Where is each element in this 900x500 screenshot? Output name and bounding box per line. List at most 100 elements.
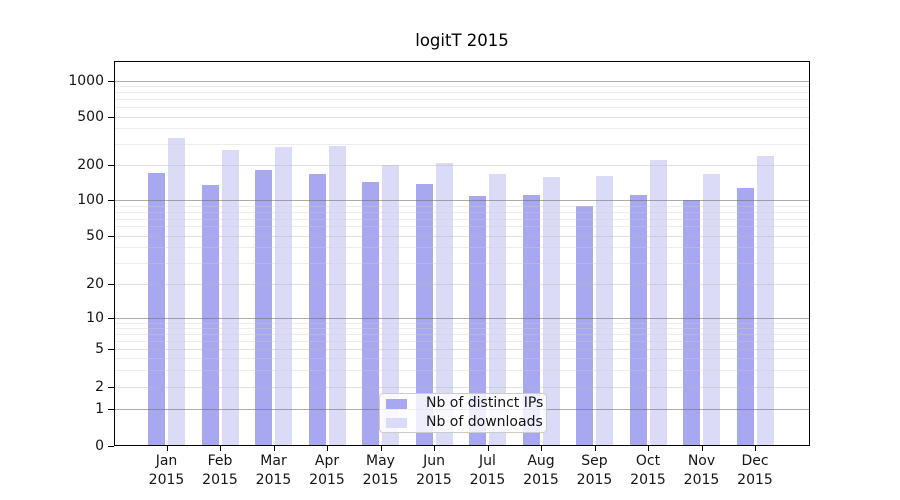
bar-distinct-ips-feb bbox=[201, 185, 219, 445]
y-tick-mark bbox=[108, 200, 114, 202]
x-tick-mark bbox=[701, 446, 703, 451]
gridline-30 bbox=[115, 262, 809, 264]
bar-distinct-ips-jan bbox=[148, 173, 165, 445]
y-tick-label-2: 2 bbox=[95, 378, 104, 395]
legend-row: Nb of distinct IPs bbox=[386, 394, 544, 413]
y-tick-mark bbox=[108, 349, 114, 350]
gridline-400 bbox=[115, 128, 809, 130]
y-tick-label-50: 50 bbox=[86, 227, 104, 244]
legend-swatch-downloads bbox=[386, 417, 407, 428]
bar-distinct-ips-dec bbox=[736, 187, 754, 445]
bar-downloads-sep bbox=[596, 175, 613, 445]
x-tick-label-jan: Jan 2015 bbox=[148, 453, 185, 488]
y-tick-mark bbox=[108, 165, 114, 166]
chart-title: logitT 2015 bbox=[415, 31, 509, 50]
y-tick-mark bbox=[108, 446, 114, 447]
bar-downloads-jul bbox=[489, 174, 506, 445]
bar-downloads-may bbox=[382, 164, 399, 445]
y-tick-mark bbox=[108, 80, 114, 82]
gridline-200 bbox=[115, 165, 809, 166]
gridline-3 bbox=[115, 369, 809, 371]
bar-downloads-dec bbox=[756, 155, 774, 445]
y-tick-mark bbox=[108, 409, 114, 410]
gridline-20 bbox=[115, 284, 809, 285]
bar-downloads-oct bbox=[649, 159, 667, 445]
gridline-40 bbox=[115, 247, 809, 249]
bar-distinct-ips-oct bbox=[629, 194, 647, 445]
bar-distinct-ips-nov bbox=[683, 200, 700, 445]
x-tick-label-feb: Feb 2015 bbox=[202, 453, 238, 488]
bar-downloads-jan bbox=[168, 137, 185, 445]
gridline-600 bbox=[115, 107, 809, 109]
y-tick-label-5: 5 bbox=[95, 341, 104, 357]
bar-distinct-ips-apr bbox=[308, 173, 326, 445]
x-tick-label-nov: Nov 2015 bbox=[683, 453, 720, 488]
x-tick-label-mar: Mar 2015 bbox=[255, 453, 292, 488]
y-tick-mark bbox=[108, 386, 114, 388]
x-tick-label-dec: Dec 2015 bbox=[737, 453, 773, 488]
gridline-6 bbox=[115, 340, 809, 342]
bar-downloads-mar bbox=[275, 147, 292, 445]
gridline-100 bbox=[115, 200, 809, 202]
x-tick-mark bbox=[166, 446, 168, 451]
x-tick-label-sep: Sep 2015 bbox=[576, 453, 613, 488]
x-tick-mark bbox=[648, 446, 649, 451]
x-tick-mark bbox=[541, 446, 542, 451]
gridline-70 bbox=[115, 218, 809, 220]
plot-area bbox=[114, 61, 810, 446]
y-tick-mark bbox=[108, 318, 114, 320]
legend-row: Nb of downloads bbox=[386, 413, 543, 432]
gridline-7 bbox=[115, 334, 809, 336]
x-tick-mark bbox=[273, 446, 275, 451]
gridline-80 bbox=[115, 211, 809, 213]
x-tick-label-oct: Oct 2015 bbox=[630, 453, 666, 488]
gridline-900 bbox=[115, 86, 809, 88]
gridline-1000 bbox=[115, 80, 809, 82]
gridline-90 bbox=[115, 205, 809, 207]
y-tick-label-20: 20 bbox=[86, 276, 104, 292]
bar-downloads-aug bbox=[542, 177, 560, 445]
bar-distinct-ips-aug bbox=[522, 195, 540, 445]
gridline-5 bbox=[115, 349, 809, 350]
x-tick-label-may: May 2015 bbox=[362, 453, 399, 488]
gridline-9 bbox=[115, 322, 809, 324]
bar-distinct-ips-sep bbox=[576, 205, 593, 445]
bar-downloads-nov bbox=[703, 174, 720, 445]
y-tick-label-100: 100 bbox=[77, 192, 104, 209]
x-tick-mark bbox=[434, 446, 435, 451]
y-tick-label-200: 200 bbox=[77, 157, 104, 173]
y-tick-label-500: 500 bbox=[77, 108, 104, 125]
gridline-4 bbox=[115, 358, 809, 360]
y-tick-label-1: 1 bbox=[95, 401, 104, 417]
bar-distinct-ips-jul bbox=[469, 195, 486, 445]
x-tick-mark bbox=[380, 446, 382, 451]
gridline-800 bbox=[115, 92, 809, 94]
gridline-60 bbox=[115, 226, 809, 228]
bar-distinct-ips-may bbox=[362, 182, 379, 445]
x-tick-mark bbox=[755, 446, 756, 451]
x-tick-mark bbox=[594, 446, 596, 451]
bar-downloads-feb bbox=[221, 149, 239, 445]
y-tick-label-1000: 1000 bbox=[68, 72, 104, 89]
gridline-10 bbox=[115, 318, 809, 320]
bar-downloads-apr bbox=[328, 146, 346, 445]
bar-downloads-jun bbox=[435, 162, 453, 445]
legend-label: Nb of distinct IPs bbox=[426, 395, 544, 411]
gridline-2 bbox=[115, 386, 809, 388]
gridline-300 bbox=[115, 143, 809, 145]
x-tick-mark bbox=[220, 446, 221, 451]
bar-distinct-ips-jun bbox=[415, 183, 433, 445]
y-tick-label-0: 0 bbox=[95, 438, 104, 454]
gridline-8 bbox=[115, 328, 809, 330]
y-tick-mark bbox=[108, 284, 114, 285]
y-tick-mark bbox=[108, 116, 114, 118]
x-tick-label-aug: Aug 2015 bbox=[523, 453, 559, 488]
x-tick-label-jun: Jun 2015 bbox=[416, 453, 452, 488]
x-tick-label-apr: Apr 2015 bbox=[309, 453, 345, 488]
gridline-700 bbox=[115, 99, 809, 101]
legend-swatch-distinct-ips bbox=[386, 398, 407, 409]
x-tick-mark bbox=[487, 446, 489, 451]
gridline-50 bbox=[115, 235, 809, 237]
y-tick-label-10: 10 bbox=[86, 310, 104, 327]
